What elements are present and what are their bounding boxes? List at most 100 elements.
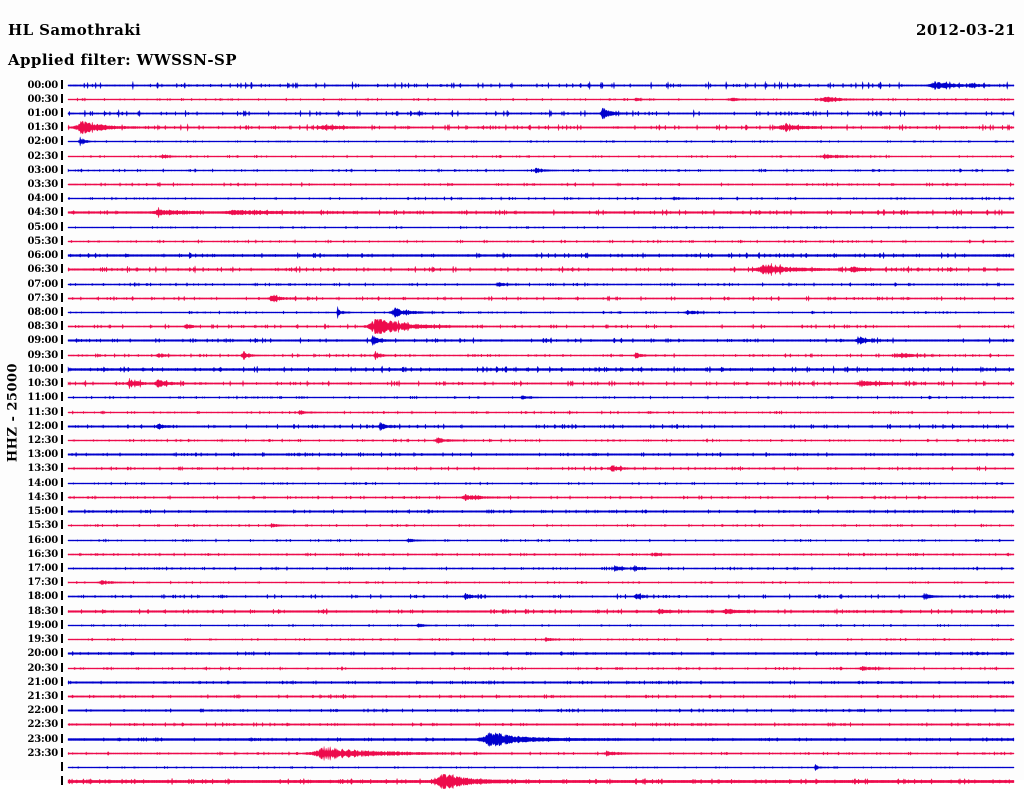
axis-tick-mark [61,562,63,572]
trace-row-time-label: 15:00 [27,506,58,518]
seismic-trace [67,547,1015,562]
trace-row-time-label: 23:00 [27,733,58,745]
trace-row-time-label: 07:30 [27,292,58,304]
date-label: 2012-03-21 [916,21,1016,39]
trace-row: 05:00 [0,220,1024,235]
trace-row-time-label: 10:30 [27,378,58,390]
trace-row: 10:30 [0,376,1024,391]
trace-row: 09:30 [0,348,1024,363]
trace-row-time-label: 03:30 [27,179,58,191]
trace-row: 21:30 [0,689,1024,704]
trace-row-time-label: 04:30 [27,207,58,219]
trace-row: 11:00 [0,390,1024,405]
seismic-trace [67,618,1015,633]
axis-tick-mark [61,619,63,629]
trace-row: 11:30 [0,405,1024,420]
axis-tick-mark [61,577,63,587]
trace-row-time-label: 21:30 [27,690,58,702]
axis-tick-mark [61,449,63,459]
seismic-trace [67,461,1015,476]
trace-row-time-label: 13:30 [27,463,58,475]
seismic-trace [67,205,1015,220]
trace-row: 12:30 [0,433,1024,448]
seismic-trace [67,277,1015,292]
trace-row-time-label: 09:30 [27,349,58,361]
trace-row-time-label: 23:30 [27,747,58,759]
trace-row: 01:30 [0,120,1024,135]
axis-tick-mark [61,79,63,89]
trace-row: 00:00 [0,78,1024,93]
trace-row: 18:00 [0,589,1024,604]
seismic-trace [67,774,1015,789]
axis-tick-mark [61,506,63,516]
trace-row-time-label: 11:00 [27,392,58,404]
seismic-trace [67,589,1015,604]
trace-row: 13:00 [0,447,1024,462]
helicorder-plot: 00:00 00:30 01:00 01:30 02:00 02:30 03:00 03:30… [0,78,1024,789]
trace-row: 04:00 [0,191,1024,206]
seismic-trace [67,220,1015,235]
seismic-trace [67,248,1015,263]
seismic-trace [67,632,1015,647]
trace-row: 02:00 [0,134,1024,149]
trace-row: 12:00 [0,419,1024,434]
applied-filter-label: Applied filter: WWSSN-SP [8,51,237,69]
seismic-trace [67,447,1015,462]
axis-tick-mark [61,719,63,729]
trace-row-time-label: 04:00 [27,193,58,205]
trace-row [0,760,1024,775]
seismic-trace [67,163,1015,178]
seismic-trace [67,390,1015,405]
seismic-trace [67,234,1015,249]
seismic-trace [67,191,1015,206]
trace-row: 14:00 [0,476,1024,491]
trace-row: 19:00 [0,618,1024,633]
axis-tick-mark [61,207,63,217]
seismic-trace [67,675,1015,690]
seismic-trace [67,533,1015,548]
trace-row: 02:30 [0,149,1024,164]
trace-row-time-label: 22:30 [27,719,58,731]
axis-tick-mark [61,463,63,473]
trace-row-time-label: 05:00 [27,221,58,233]
axis-tick-mark [61,705,63,715]
seismic-trace [67,518,1015,533]
trace-row: 13:30 [0,461,1024,476]
trace-row: 21:00 [0,675,1024,690]
trace-row-time-label: 17:00 [27,562,58,574]
trace-row: 10:00 [0,362,1024,377]
trace-row: 17:00 [0,561,1024,576]
axis-tick-mark [61,548,63,558]
axis-tick-mark [61,762,63,772]
trace-row-time-label: 10:00 [27,363,58,375]
header: HL Samothraki Applied filter: WWSSN-SP 2… [0,0,1024,78]
axis-tick-mark [61,150,63,160]
axis-tick-mark [61,335,63,345]
axis-tick-mark [61,477,63,487]
axis-tick-mark [61,605,63,615]
seismic-trace [67,291,1015,306]
trace-row [0,774,1024,789]
axis-tick-mark [61,392,63,402]
trace-row: 18:30 [0,604,1024,619]
trace-row: 06:30 [0,262,1024,277]
trace-row-time-label: 01:00 [27,107,58,119]
axis-tick-mark [61,534,63,544]
seismic-trace [67,646,1015,661]
trace-row: 08:00 [0,305,1024,320]
axis-tick-mark [61,747,63,757]
seismic-trace [67,78,1015,93]
trace-row-time-label: 09:00 [27,335,58,347]
trace-row: 08:30 [0,319,1024,335]
seismic-trace [67,333,1015,348]
axis-tick-mark [61,250,63,260]
seismic-trace [67,376,1015,391]
seismic-trace [67,703,1015,718]
trace-row: 09:00 [0,333,1024,348]
trace-row-time-label: 08:30 [27,321,58,333]
axis-tick-mark [61,307,63,317]
axis-tick-mark [61,378,63,388]
trace-row: 22:00 [0,703,1024,718]
trace-row: 23:00 [0,731,1024,747]
axis-tick-mark [61,648,63,658]
